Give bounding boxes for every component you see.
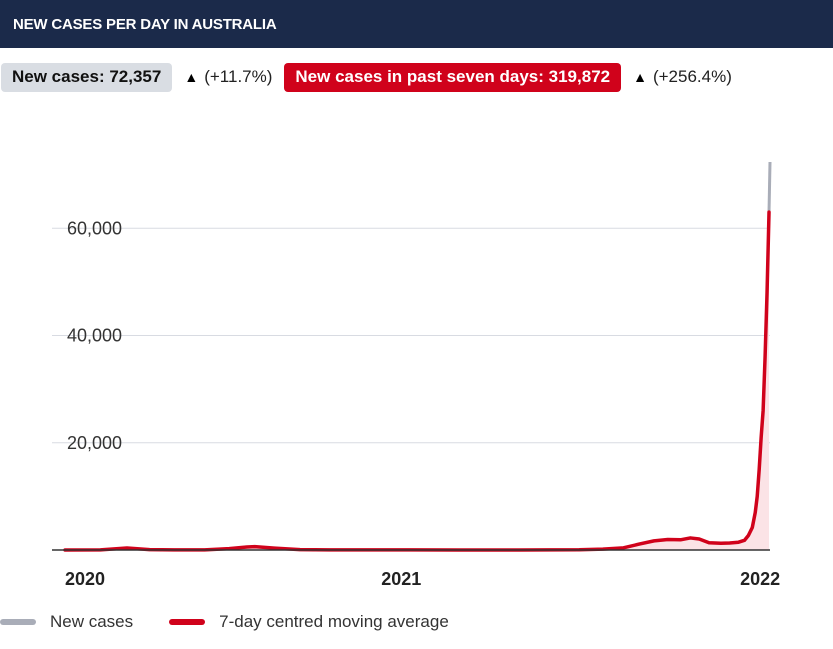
cases-chart: 20,000 40,000 60,000 2020 2021 2022 [52,161,780,589]
seven-day-cases-badge: New cases in past seven days: 319,872 [284,62,622,92]
axis-layer: 20,000 40,000 60,000 2020 2021 2022 [52,218,780,589]
legend-label-moving-average: 7-day centred moving average [219,612,449,631]
y-tick-label: 60,000 [67,218,122,238]
legend-item-moving-average: 7-day centred moving average [169,612,449,632]
chart-header: NEW CASES PER DAY IN AUSTRALIA [0,0,833,48]
seven-day-change-value: (+256.4%) [652,67,732,86]
legend-label-new-cases: New cases [50,612,134,631]
legend-swatch-new-cases [0,619,36,625]
new-cases-change-value: (+11.7%) [204,67,273,86]
x-tick-label: 2021 [381,569,421,589]
stats-bar: New cases: 72,357 ▲ (+11.7%) New cases i… [0,62,744,92]
seven-day-change: ▲ (+256.4%) [633,67,732,87]
new-cases-change: ▲ (+11.7%) [184,67,272,87]
moving-average-area [65,212,770,550]
chart-title: NEW CASES PER DAY IN AUSTRALIA [13,15,277,33]
area-layer [65,212,770,550]
chart-legend: New cases 7-day centred moving average [0,612,485,632]
grid-layer [52,227,770,444]
moving-average-line [63,210,771,552]
line-layer [63,161,772,552]
x-tick-label: 2022 [740,569,780,589]
arrow-up-icon: ▲ [633,69,647,85]
y-tick-label: 40,000 [67,326,122,346]
arrow-up-icon: ▲ [184,69,199,85]
legend-item-new-cases: New cases [0,612,133,632]
new-cases-line [767,161,772,213]
x-tick-label: 2020 [65,569,105,589]
legend-swatch-moving-average [169,619,206,625]
y-tick-label: 20,000 [67,433,122,453]
new-cases-badge: New cases: 72,357 [1,62,173,92]
